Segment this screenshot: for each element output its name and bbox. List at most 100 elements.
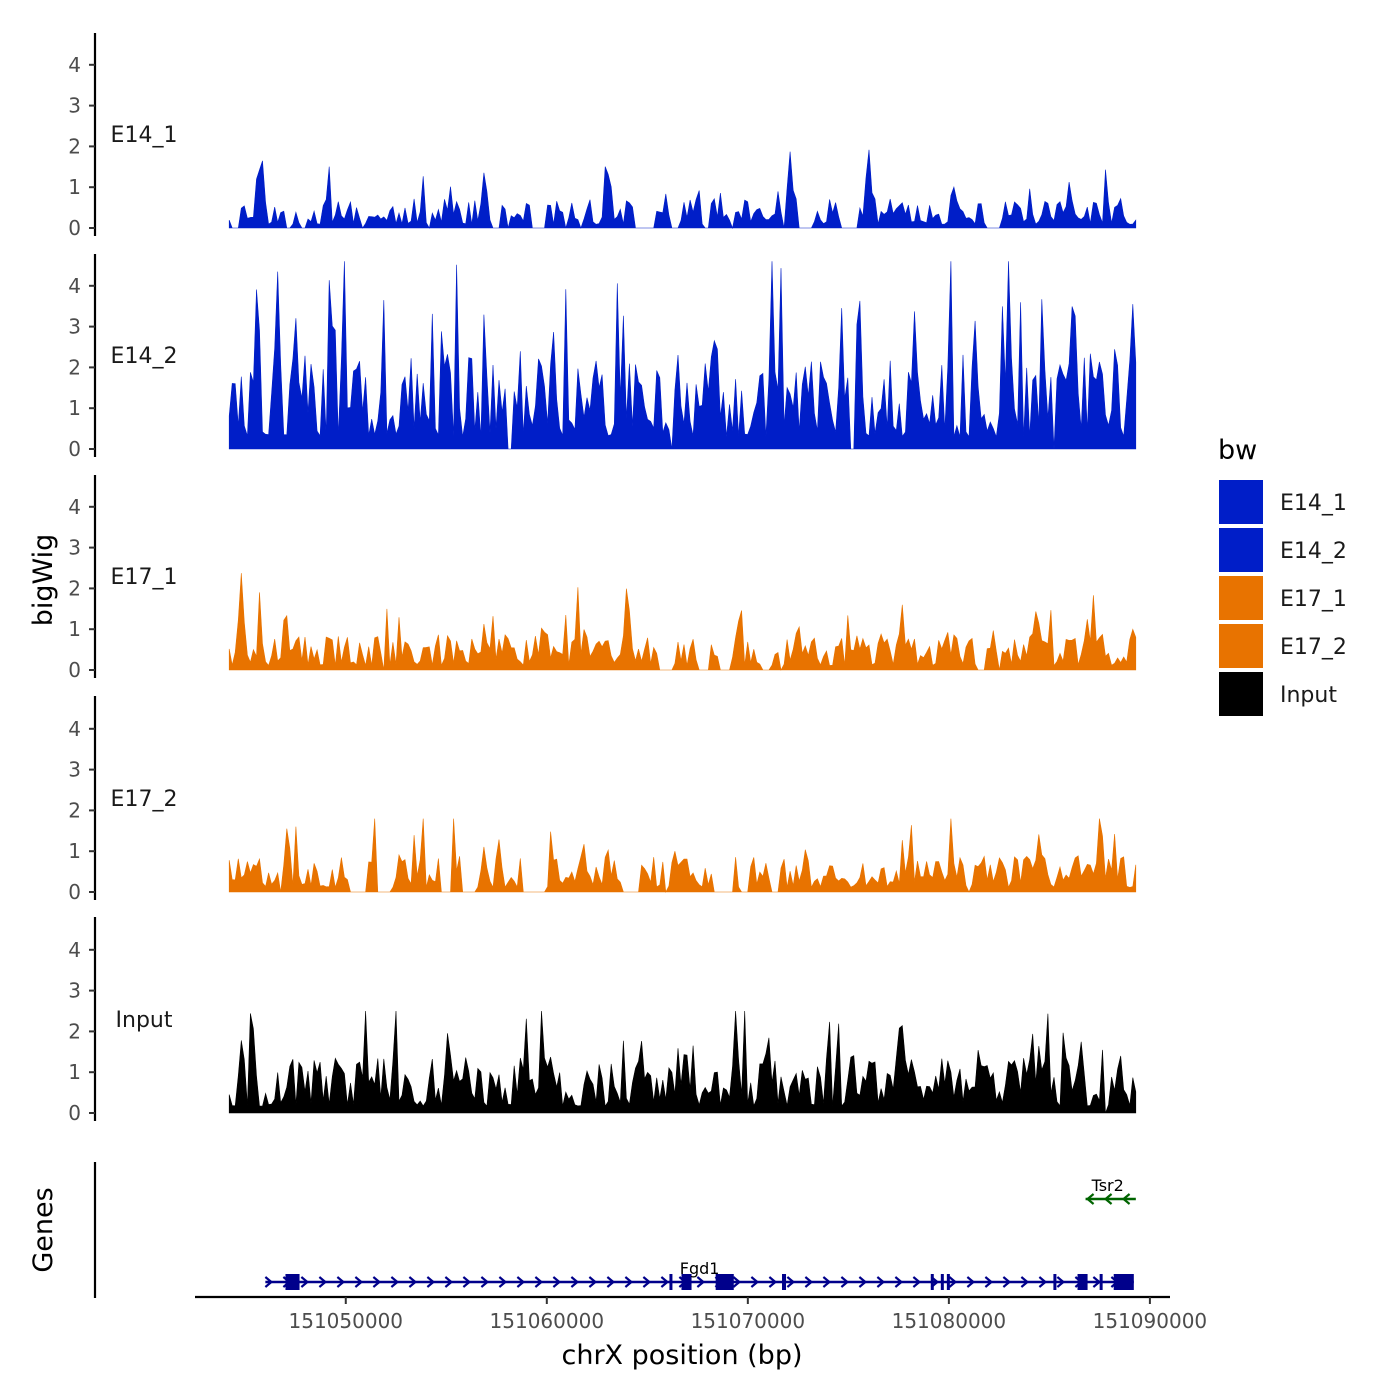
strand-arrow <box>408 1276 418 1288</box>
strand-arrow <box>894 1276 904 1288</box>
y-tick-label: 1 <box>68 175 81 199</box>
strand-arrow <box>588 1276 598 1288</box>
legend-label: E17_2 <box>1280 635 1347 660</box>
strand-arrow <box>696 1276 706 1288</box>
gene-label: Fgd1 <box>680 1259 720 1278</box>
y-tick-label: 2 <box>68 134 81 158</box>
x-tick-label: 151070000 <box>691 1309 806 1333</box>
gene-track: Fgd1 Tsr2 <box>93 1162 1136 1298</box>
y-tick-label: 4 <box>68 274 81 298</box>
strand-arrow <box>462 1276 472 1288</box>
strand-arrow <box>516 1276 526 1288</box>
strand-arrow <box>876 1276 886 1288</box>
legend-swatch <box>1219 624 1263 668</box>
strand-arrow <box>534 1276 544 1288</box>
y-tick-label: 3 <box>68 758 81 782</box>
strand-arrow <box>570 1276 580 1288</box>
track-label: E17_2 <box>111 787 178 812</box>
strand-arrow <box>1092 1276 1102 1288</box>
strand-arrow <box>768 1276 778 1288</box>
x-axis: 151050000 151060000 151070000 151080000 1510… <box>195 1295 1207 1333</box>
exon <box>946 1274 950 1290</box>
strand-arrow <box>858 1276 868 1288</box>
y-axis-title-bigwig: bigWig <box>28 534 59 627</box>
exon <box>1099 1274 1103 1290</box>
y-tick-label: 1 <box>68 839 81 863</box>
y-tick-label: 0 <box>68 658 81 682</box>
coverage-area-input <box>228 1010 1137 1114</box>
strand-arrow <box>732 1276 742 1288</box>
coverage-area-e14-1 <box>228 149 1137 230</box>
strand-arrow <box>372 1276 382 1288</box>
x-tick-label: 151050000 <box>289 1309 404 1333</box>
strand-arrow <box>552 1276 562 1288</box>
strand-arrow <box>1121 1193 1131 1205</box>
legend-title: bw <box>1218 435 1257 466</box>
y-tick-label: 1 <box>68 1060 81 1084</box>
legend: bw E14_1 E14_2 E17_1 E17_2 Input <box>1218 435 1347 716</box>
strand-arrow <box>624 1276 634 1288</box>
exon <box>1053 1274 1057 1290</box>
legend-label: Input <box>1280 683 1337 708</box>
y-tick-label: 4 <box>68 495 81 519</box>
exon <box>681 1274 692 1290</box>
strand-arrow <box>1103 1193 1113 1205</box>
y-tick-label: 4 <box>68 53 81 77</box>
strand-arrow <box>948 1276 958 1288</box>
track-e14-1: 0 1 2 3 4 E14_1 <box>68 33 1137 240</box>
legend-swatch <box>1219 480 1263 524</box>
y-tick-label: 0 <box>68 216 81 240</box>
strand-arrow <box>1038 1276 1048 1288</box>
y-tick-label: 2 <box>68 798 81 822</box>
x-tick-label: 151060000 <box>490 1309 605 1333</box>
exon <box>669 1274 673 1290</box>
legend-swatch <box>1219 528 1263 572</box>
exon <box>782 1274 787 1290</box>
gene-label: Tsr2 <box>1091 1176 1124 1195</box>
strand-arrow <box>300 1276 310 1288</box>
strand-arrow <box>750 1276 760 1288</box>
strand-arrow <box>1020 1276 1030 1288</box>
gene-tsr2: Tsr2 <box>1085 1176 1136 1205</box>
strand-arrow <box>984 1276 994 1288</box>
y-tick-label: 1 <box>68 617 81 641</box>
strand-arrow <box>966 1276 976 1288</box>
strand-arrow <box>318 1276 328 1288</box>
legend-label: E17_1 <box>1280 587 1347 612</box>
exon <box>930 1274 934 1290</box>
strand-arrow <box>444 1276 454 1288</box>
exon <box>1113 1274 1134 1290</box>
strand-arrow <box>606 1276 616 1288</box>
coverage-area-e17-2 <box>228 818 1137 894</box>
legend-swatch <box>1219 672 1263 716</box>
strand-arrow <box>840 1276 850 1288</box>
strand-arrow <box>354 1276 364 1288</box>
strand-arrow <box>1085 1193 1095 1205</box>
strand-arrow <box>264 1276 274 1288</box>
strand-arrow <box>660 1276 670 1288</box>
track-label: E17_1 <box>111 565 178 590</box>
legend-label: E14_2 <box>1280 539 1347 564</box>
legend-label: E14_1 <box>1280 491 1347 516</box>
coverage-tracks: 0 1 2 3 4 E14_1 0 1 2 3 4 E14_2 0 1 2 3 4 E17_1 0 1 2 3 4 E17_2… <box>68 33 1137 1125</box>
y-tick-label: 2 <box>68 1019 81 1043</box>
y-tick-label: 4 <box>68 938 81 962</box>
strand-arrow <box>1056 1276 1066 1288</box>
y-tick-label: 0 <box>68 437 81 461</box>
track-label: Input <box>116 1008 173 1033</box>
strand-arrow <box>804 1276 814 1288</box>
strand-arrow <box>642 1276 652 1288</box>
track-e17-1: 0 1 2 3 4 E17_1 <box>68 475 1137 682</box>
y-tick-label: 3 <box>68 94 81 118</box>
track-e14-2: 0 1 2 3 4 E14_2 <box>68 254 1137 461</box>
strand-arrow <box>786 1276 796 1288</box>
y-tick-label: 0 <box>68 880 81 904</box>
y-axis-title-genes: Genes <box>28 1187 59 1272</box>
track-label: E14_2 <box>111 344 178 369</box>
y-tick-label: 2 <box>68 355 81 379</box>
strand-arrow <box>390 1276 400 1288</box>
strand-arrow <box>912 1276 922 1288</box>
legend-swatch <box>1219 576 1263 620</box>
strand-arrow <box>426 1276 436 1288</box>
exon <box>285 1274 300 1290</box>
